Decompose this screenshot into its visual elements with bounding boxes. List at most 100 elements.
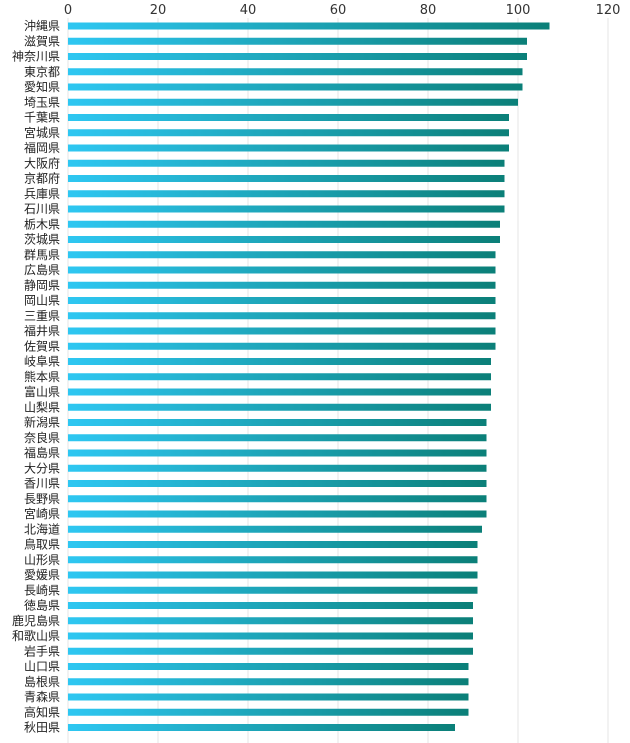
x-tick-label: 60 [330, 3, 347, 18]
category-label: 高知県 [24, 704, 60, 719]
bar [68, 205, 505, 213]
category-label: 鳥取県 [24, 537, 60, 552]
category-label: 長野県 [24, 492, 60, 506]
x-tick-label: 80 [420, 3, 437, 18]
bar [68, 586, 478, 594]
category-label: 富山県 [24, 384, 60, 399]
bar [68, 434, 487, 442]
bar [68, 602, 473, 609]
bar [68, 159, 505, 167]
bar [68, 83, 523, 91]
bar [68, 464, 487, 472]
bar [68, 647, 473, 655]
category-label: 香川県 [24, 477, 60, 491]
category-label: 広島県 [24, 262, 60, 277]
bar [68, 693, 469, 701]
bar [68, 373, 491, 381]
bar [68, 678, 469, 686]
bar [68, 556, 478, 564]
category-label: 秋田県 [24, 721, 60, 735]
bars [68, 22, 550, 731]
bar [68, 632, 473, 640]
bar [68, 266, 496, 274]
bar [68, 53, 527, 60]
category-label: 福島県 [24, 445, 60, 460]
category-label: 和歌山県 [12, 628, 60, 643]
category-label: 栃木県 [24, 217, 60, 231]
category-label: 島根県 [24, 674, 60, 689]
grid-lines [67, 18, 609, 743]
x-tick-label: 100 [506, 3, 531, 18]
category-label: 大分県 [24, 461, 60, 475]
x-axis-tick-labels: 0 20 40 60 80 100 120 [64, 3, 621, 18]
category-label: 奈良県 [24, 430, 60, 445]
x-tick-label: 40 [240, 3, 257, 18]
category-label: 千葉県 [24, 111, 60, 125]
category-label: 岩手県 [24, 643, 60, 658]
bar [68, 510, 487, 518]
category-label: 山梨県 [24, 400, 60, 414]
category-label: 宮崎県 [24, 506, 60, 521]
category-label: 北海道 [24, 521, 60, 536]
category-label: 愛知県 [24, 80, 60, 94]
category-label: 長崎県 [24, 583, 60, 597]
bar [68, 297, 496, 304]
bar [68, 663, 469, 670]
category-label: 福岡県 [24, 140, 60, 155]
category-label: 兵庫県 [24, 187, 60, 201]
bar [68, 220, 500, 228]
category-label: 東京都 [24, 65, 60, 79]
category-label: 埼玉県 [24, 95, 60, 109]
bar [68, 98, 518, 106]
category-label: 岐阜県 [24, 355, 60, 369]
category-label: 静岡県 [24, 278, 60, 292]
category-label: 岡山県 [24, 294, 60, 308]
bar [68, 571, 478, 579]
bar [68, 327, 496, 335]
bar [68, 129, 509, 137]
category-label: 熊本県 [24, 369, 60, 384]
bar [68, 114, 509, 121]
category-label: 茨城県 [24, 233, 60, 247]
bar [68, 68, 523, 76]
x-tick-label: 20 [150, 3, 167, 18]
bar [68, 525, 482, 533]
bar [68, 449, 487, 457]
category-label: 佐賀県 [24, 339, 60, 353]
bar [68, 312, 496, 320]
category-label: 宮城県 [24, 125, 60, 140]
category-label: 石川県 [24, 202, 60, 216]
x-tick-label: 120 [596, 3, 621, 18]
category-label: 大阪府 [24, 155, 60, 170]
category-label: 京都府 [24, 171, 60, 186]
bar [68, 190, 505, 198]
category-labels: 沖縄県滋賀県神奈川県東京都愛知県埼玉県千葉県宮城県福岡県大阪府京都府兵庫県石川県… [12, 18, 60, 735]
category-label: 群馬県 [24, 248, 60, 262]
bar [68, 708, 469, 716]
bar [68, 281, 496, 289]
bar [68, 22, 550, 30]
bar [68, 480, 487, 487]
category-label: 福井県 [24, 323, 60, 338]
bar [68, 144, 509, 152]
bar [68, 175, 505, 182]
bar [68, 251, 496, 259]
bar [68, 342, 496, 350]
bar [68, 419, 487, 426]
category-label: 神奈川県 [12, 50, 60, 64]
category-label: 青森県 [24, 689, 60, 704]
bar [68, 541, 478, 548]
bar [68, 724, 455, 731]
bar [68, 37, 527, 45]
category-label: 三重県 [24, 309, 60, 323]
category-label: 新潟県 [24, 415, 60, 430]
bar [68, 358, 491, 365]
bar [68, 617, 473, 625]
category-label: 山口県 [24, 660, 60, 674]
category-label: 愛媛県 [24, 568, 60, 582]
category-label: 沖縄県 [24, 18, 60, 33]
category-label: 山形県 [24, 553, 60, 567]
bar [68, 388, 491, 396]
